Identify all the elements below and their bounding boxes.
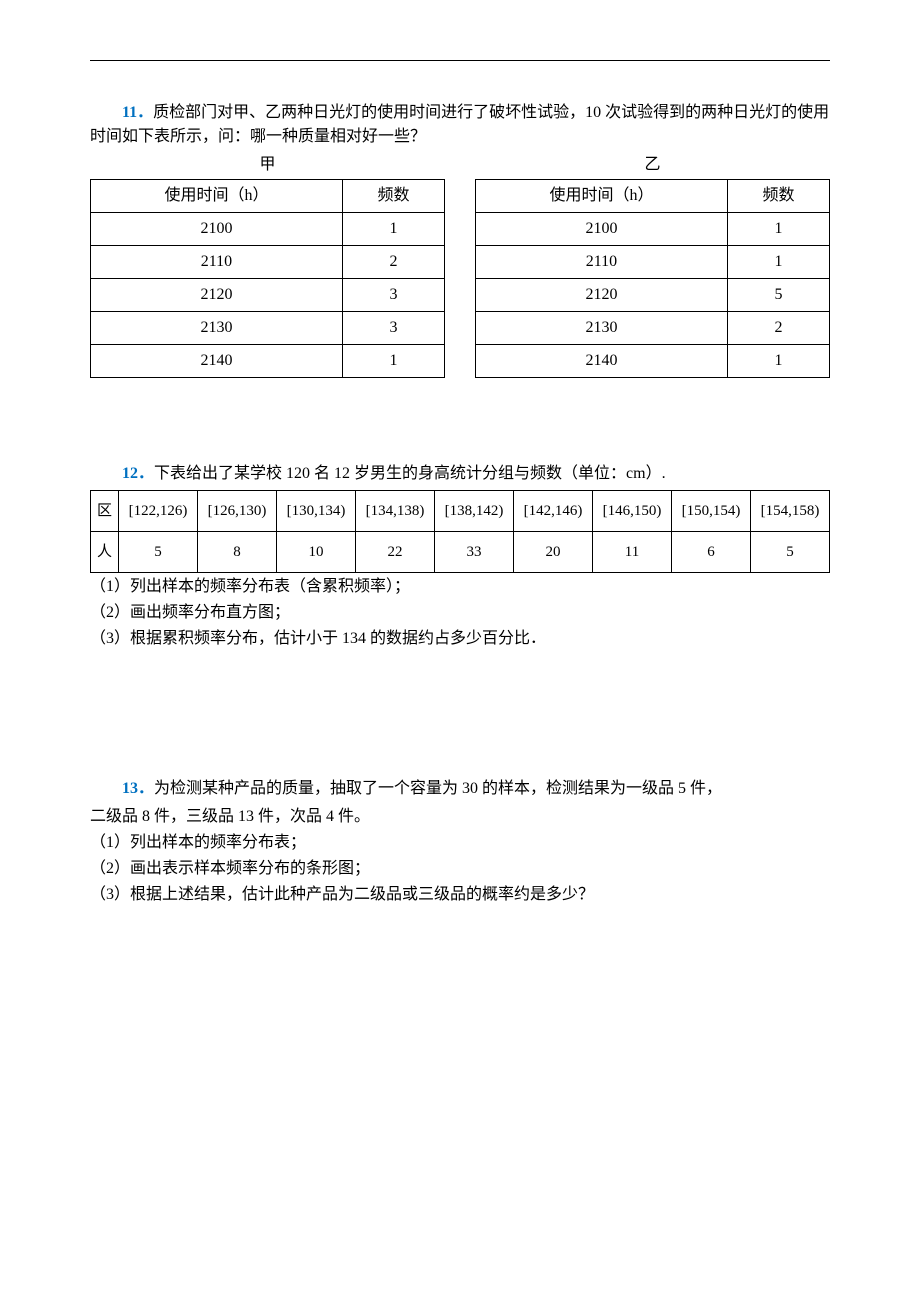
page: 11．质检部门对甲、乙两种日光灯的使用时间进行了破坏性试验，10 次试验得到的两… — [0, 0, 920, 969]
q11-tables: 甲 使用时间（h） 频数 21001 21102 21203 21303 214… — [90, 153, 830, 378]
table-row: 人 5 8 10 22 33 20 11 6 5 — [91, 532, 830, 573]
q11-table-b: 使用时间（h） 频数 21001 21101 21205 21302 21401 — [475, 179, 830, 378]
col-header: 使用时间（h） — [476, 180, 728, 213]
q13-line1: 13．为检测某种产品的质量，抽取了一个容量为 30 的样本，检测结果为一级品 5… — [90, 777, 830, 801]
spacer — [90, 388, 830, 458]
top-rule — [90, 60, 830, 61]
q11-table-b-caption: 乙 — [644, 153, 660, 177]
col-header: 频数 — [342, 180, 444, 213]
table-row: 21001 — [91, 213, 445, 246]
col-header: 频数 — [727, 180, 829, 213]
table-row: 21205 — [476, 279, 830, 312]
q12-table: 区 [122,126) [126,130) [130,134) [134,138… — [90, 490, 830, 573]
table-row: 使用时间（h） 频数 — [476, 180, 830, 213]
table-row: 21302 — [476, 312, 830, 345]
table-row: 21401 — [476, 345, 830, 378]
table-row: 21101 — [476, 246, 830, 279]
q12-body: 下表给出了某学校 120 名 12 岁男生的身高统计分组与频数（单位：cm）. — [154, 465, 666, 482]
q13-body1: 为检测某种产品的质量，抽取了一个容量为 30 的样本，检测结果为一级品 5 件， — [154, 780, 722, 797]
q11-number: 11． — [122, 104, 153, 121]
table-row: 21303 — [91, 312, 445, 345]
spacer — [90, 653, 830, 773]
q12-number: 12． — [122, 465, 154, 482]
q11-table-a: 使用时间（h） 频数 21001 21102 21203 21303 21401 — [90, 179, 445, 378]
col-header: 使用时间（h） — [91, 180, 343, 213]
q12-sub1: （1）列出样本的频率分布表（含累积频率）； — [90, 575, 830, 599]
q13-number: 13． — [122, 780, 154, 797]
q13-sub1: （1）列出样本的频率分布表； — [90, 831, 830, 855]
q12-sub3: （3）根据累积频率分布，估计小于 134 的数据约占多少百分比． — [90, 627, 830, 651]
q12-text: 12．下表给出了某学校 120 名 12 岁男生的身高统计分组与频数（单位：cm… — [90, 462, 830, 486]
q13-sub3: （3）根据上述结果，估计此种产品为二级品或三级品的概率约是多少？ — [90, 883, 830, 907]
q12-sub2: （2）画出频率分布直方图； — [90, 601, 830, 625]
table-row: 21401 — [91, 345, 445, 378]
table-row: 21203 — [91, 279, 445, 312]
table-row: 21001 — [476, 213, 830, 246]
q11-body: 质检部门对甲、乙两种日光灯的使用时间进行了破坏性试验，10 次试验得到的两种日光… — [90, 104, 829, 145]
q11-table-a-wrap: 甲 使用时间（h） 频数 21001 21102 21203 21303 214… — [90, 153, 445, 378]
table-row: 区 [122,126) [126,130) [130,134) [134,138… — [91, 491, 830, 532]
q11-text: 11．质检部门对甲、乙两种日光灯的使用时间进行了破坏性试验，10 次试验得到的两… — [90, 101, 830, 149]
q13-sub2: （2）画出表示样本频率分布的条形图； — [90, 857, 830, 881]
row-label: 区 — [91, 491, 119, 532]
q11-table-a-caption: 甲 — [259, 153, 275, 177]
table-row: 21102 — [91, 246, 445, 279]
q11-table-b-wrap: 乙 使用时间（h） 频数 21001 21101 21205 21302 214… — [475, 153, 830, 378]
row-label: 人 — [91, 532, 119, 573]
q13-line2: 二级品 8 件，三级品 13 件，次品 4 件。 — [90, 805, 830, 829]
table-row: 使用时间（h） 频数 — [91, 180, 445, 213]
